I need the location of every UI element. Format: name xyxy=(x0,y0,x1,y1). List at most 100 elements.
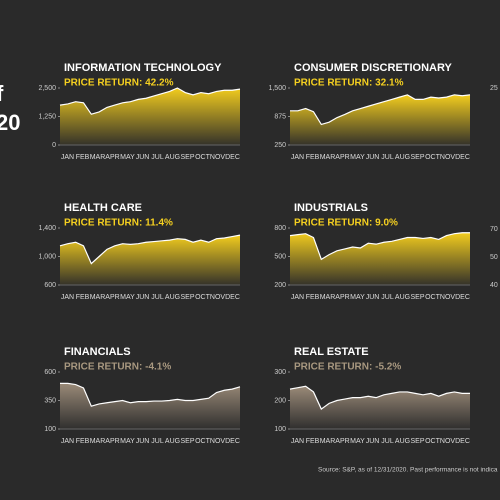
y-tick-label: 100 xyxy=(44,426,56,433)
x-tick-label: JUN xyxy=(136,294,150,301)
x-tick-label: SEP xyxy=(180,294,194,301)
x-tick-label: DEC xyxy=(455,438,470,445)
x-tick-label: APR xyxy=(335,154,349,161)
tick-fragment: 50 xyxy=(490,254,498,261)
line xyxy=(59,87,241,115)
x-tick-label: OCT xyxy=(425,294,441,301)
x-tick-label: JAN xyxy=(61,294,74,301)
x-tick-label: OCT xyxy=(425,438,441,445)
x-tick-label: APR xyxy=(335,294,349,301)
y-tick-label: 0 xyxy=(52,142,56,149)
area xyxy=(290,232,470,285)
x-tick-label: MAY xyxy=(120,294,135,301)
tick-fragment: 70 xyxy=(490,226,498,233)
x-tick-label: JAN xyxy=(61,154,74,161)
x-tick-label: AUG xyxy=(395,438,410,445)
panel-title: INDUSTRIALS xyxy=(294,202,368,214)
x-tick-label: MAR xyxy=(90,438,106,445)
area xyxy=(60,88,240,145)
x-tick-label: JUL xyxy=(151,154,164,161)
y-tick-label: 300 xyxy=(274,369,286,376)
x-tick-label: MAY xyxy=(350,154,365,161)
y-tick-label: 1,250 xyxy=(38,113,56,120)
panel-subtitle: PRICE RETURN: 11.4% xyxy=(64,218,173,229)
y-tick-label: 200 xyxy=(274,397,286,404)
x-tick-label: MAY xyxy=(120,438,135,445)
x-tick-label: JUL xyxy=(151,294,164,301)
line xyxy=(59,234,241,265)
x-tick-label: FEB xyxy=(306,438,320,445)
x-tick-label: SEP xyxy=(410,438,424,445)
x-tick-label: DEC xyxy=(225,294,240,301)
title-fragment: f xyxy=(0,81,4,106)
x-tick-label: MAR xyxy=(320,154,336,161)
area xyxy=(290,94,470,145)
x-tick-label: AUG xyxy=(395,154,410,161)
x-tick-label: FEB xyxy=(306,154,320,161)
x-tick-label: MAR xyxy=(90,154,106,161)
x-tick-label: APR xyxy=(105,438,119,445)
y-tick-label: 350 xyxy=(44,397,56,404)
panel-title: INFORMATION TECHNOLOGY xyxy=(64,62,222,74)
x-tick-label: MAY xyxy=(350,294,365,301)
line xyxy=(289,232,470,261)
x-tick-label: APR xyxy=(105,154,119,161)
x-tick-label: MAY xyxy=(120,154,135,161)
x-tick-label: MAR xyxy=(90,294,106,301)
x-tick-label: AUG xyxy=(165,438,180,445)
x-tick-label: MAR xyxy=(320,438,336,445)
x-tick-label: JAN xyxy=(291,294,304,301)
x-tick-label: SEP xyxy=(180,438,194,445)
y-tick-label: 600 xyxy=(44,369,56,376)
x-tick-label: OCT xyxy=(195,438,211,445)
x-tick-label: FEB xyxy=(76,438,90,445)
panel-subtitle: PRICE RETURN: -5.2% xyxy=(294,362,401,373)
x-tick-label: JAN xyxy=(291,154,304,161)
x-tick-label: JUN xyxy=(136,154,150,161)
x-tick-label: JUN xyxy=(366,294,380,301)
x-tick-label: JUN xyxy=(136,438,150,445)
y-tick-label: 500 xyxy=(274,253,286,260)
x-tick-label: JAN xyxy=(291,438,304,445)
x-tick-label: JUL xyxy=(381,154,394,161)
x-tick-label: MAR xyxy=(320,294,336,301)
panel-subtitle: PRICE RETURN: 42.2% xyxy=(64,78,174,89)
x-tick-label: JUN xyxy=(366,154,380,161)
x-tick-label: JUL xyxy=(381,438,394,445)
x-tick-label: APR xyxy=(335,438,349,445)
x-tick-label: OCT xyxy=(195,294,211,301)
area xyxy=(290,386,470,429)
y-tick-label: 200 xyxy=(274,282,286,289)
x-tick-label: DEC xyxy=(225,438,240,445)
panel-subtitle: PRICE RETURN: -4.1% xyxy=(64,362,171,373)
area xyxy=(60,235,240,285)
x-tick-label: NOV xyxy=(440,438,456,445)
x-tick-label: AUG xyxy=(165,294,180,301)
x-tick-label: NOV xyxy=(440,154,456,161)
y-tick-label: 1,400 xyxy=(38,225,56,232)
source-note: Source: S&P, as of 12/31/2020. Past perf… xyxy=(318,467,498,474)
panel-title: CONSUMER DISCRETIONARY xyxy=(294,62,453,74)
x-tick-label: AUG xyxy=(395,294,410,301)
x-tick-label: FEB xyxy=(76,154,90,161)
x-tick-label: NOV xyxy=(210,438,226,445)
title-fragment: 20 xyxy=(0,110,20,135)
line xyxy=(289,385,470,410)
x-tick-label: JUL xyxy=(381,294,394,301)
panel-title: REAL ESTATE xyxy=(294,346,369,358)
x-tick-label: JUN xyxy=(366,438,380,445)
x-tick-label: DEC xyxy=(455,294,470,301)
x-tick-label: OCT xyxy=(195,154,211,161)
x-tick-label: JUL xyxy=(151,438,164,445)
x-tick-label: JAN xyxy=(61,438,74,445)
x-tick-label: AUG xyxy=(165,154,180,161)
x-tick-label: APR xyxy=(105,294,119,301)
x-tick-label: OCT xyxy=(425,154,441,161)
line xyxy=(290,94,471,126)
tick-fragment: 25 xyxy=(490,85,498,92)
area xyxy=(60,383,240,429)
x-tick-label: NOV xyxy=(210,294,226,301)
x-tick-label: FEB xyxy=(76,294,90,301)
x-tick-label: SEP xyxy=(410,294,424,301)
